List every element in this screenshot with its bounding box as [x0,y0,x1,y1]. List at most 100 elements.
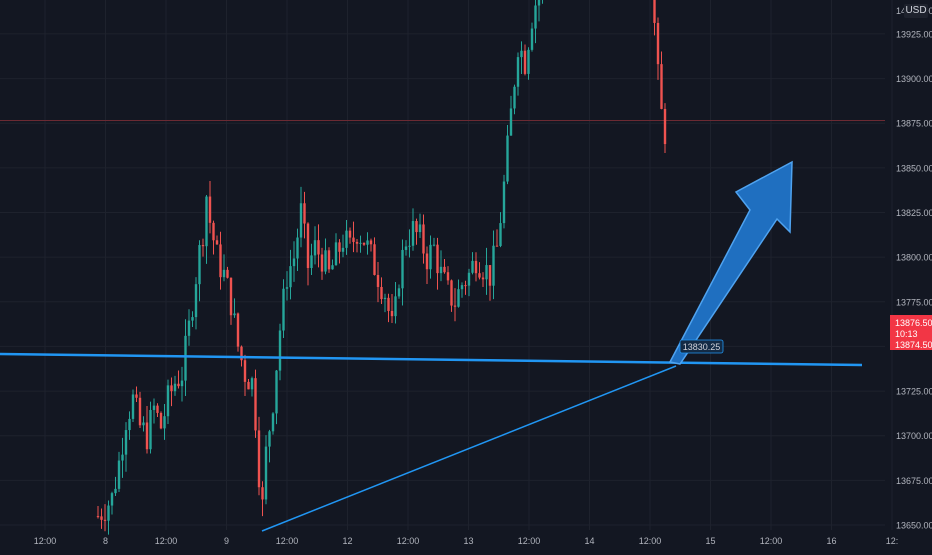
candle[interactable] [355,239,359,253]
candle[interactable] [306,222,310,286]
candle[interactable] [226,266,229,279]
candle[interactable] [457,279,460,308]
candle[interactable] [495,229,499,247]
candle[interactable] [436,237,439,290]
candle[interactable] [394,282,397,324]
candle[interactable] [471,252,474,275]
candle[interactable] [478,262,481,280]
candle[interactable] [299,186,303,248]
candle[interactable] [541,0,543,4]
candle[interactable] [474,252,478,282]
candle[interactable] [516,52,520,96]
candle[interactable] [429,235,432,279]
candle[interactable] [313,226,317,265]
candle[interactable] [387,293,390,323]
candle[interactable] [520,41,523,74]
candle[interactable] [506,124,509,185]
candle[interactable] [159,411,163,430]
candle[interactable] [208,180,212,234]
candle[interactable] [254,369,257,438]
up-arrow-icon[interactable] [668,160,793,365]
candle[interactable] [352,221,355,253]
candle[interactable] [418,213,422,239]
candle[interactable] [656,17,660,80]
candle[interactable] [138,391,142,429]
candle[interactable] [275,370,278,425]
candle[interactable] [432,237,436,247]
candle[interactable] [117,451,121,493]
candle[interactable] [289,249,292,300]
candle[interactable] [527,47,530,80]
candle[interactable] [415,218,418,245]
candle[interactable] [107,500,110,535]
candle[interactable] [247,378,250,390]
candle[interactable] [128,411,131,440]
candle[interactable] [292,241,296,282]
candle[interactable] [663,103,667,154]
candle[interactable] [341,234,345,258]
candle[interactable] [537,0,541,22]
candle[interactable] [439,250,443,282]
candle[interactable] [173,375,177,396]
candle[interactable] [450,279,453,312]
candle[interactable] [233,298,236,318]
candle[interactable] [453,288,457,322]
candle[interactable] [334,233,338,266]
candle[interactable] [373,237,376,276]
drawings[interactable]: 13830.25 [0,160,863,532]
candle[interactable] [271,412,275,435]
candle[interactable] [303,191,306,239]
candle[interactable] [257,416,261,496]
candle[interactable] [212,220,215,255]
candle[interactable] [205,194,208,264]
candle[interactable] [481,272,485,288]
candle[interactable] [163,404,166,440]
candle[interactable] [362,242,366,246]
candle[interactable] [513,84,516,115]
candle[interactable] [198,240,201,302]
candlesticks[interactable] [96,0,667,535]
candle[interactable] [446,266,450,285]
candle[interactable] [250,376,254,397]
candle[interactable] [324,238,327,275]
candle[interactable] [523,44,527,76]
candle[interactable] [261,481,264,517]
candle[interactable] [376,261,380,303]
candle[interactable] [488,265,492,301]
candle[interactable] [404,240,408,256]
candle[interactable] [443,258,446,274]
candle[interactable] [485,247,488,295]
candle[interactable] [408,229,411,258]
candle[interactable] [502,174,506,229]
candle[interactable] [320,247,324,280]
candle[interactable] [177,370,180,389]
candle[interactable] [310,243,313,275]
candle[interactable] [170,377,173,407]
candle[interactable] [464,280,467,295]
candle[interactable] [222,254,226,282]
candle[interactable] [411,208,415,251]
candle[interactable] [142,416,145,432]
candle[interactable] [201,238,205,257]
candle[interactable] [100,508,103,529]
candle[interactable] [191,311,194,328]
candle[interactable] [124,422,128,472]
candle[interactable] [492,230,495,300]
candle[interactable] [156,403,159,417]
candle[interactable] [135,386,138,402]
time-axis[interactable]: 12:00 8 12:00 9 12:00 12 12:00 13 12:00 14 12:00 15… [34,536,899,546]
candle[interactable] [264,435,268,505]
line-value-callout[interactable] [679,339,724,354]
candle[interactable] [425,246,429,284]
candle[interactable] [383,293,387,313]
candle[interactable] [149,401,152,454]
candle[interactable] [131,389,135,422]
candle[interactable] [229,277,233,325]
candle[interactable] [121,437,124,478]
candle[interactable] [103,504,107,532]
candle[interactable] [366,232,369,255]
candle[interactable] [187,309,191,346]
candle[interactable] [282,279,285,339]
candle[interactable] [422,214,425,264]
